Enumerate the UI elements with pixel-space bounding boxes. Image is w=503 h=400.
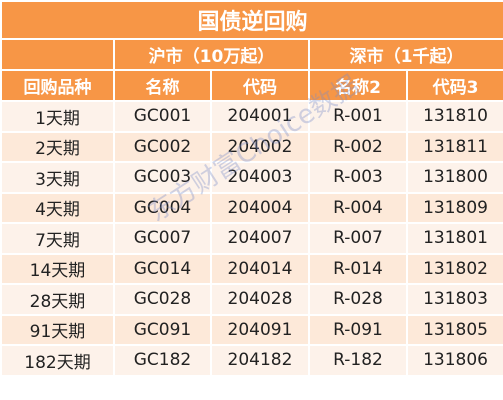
cell: R-028 xyxy=(308,283,408,316)
cell: 131802 xyxy=(405,252,503,285)
title: 国债逆回购 xyxy=(0,0,503,40)
group-blank xyxy=(0,38,115,71)
column-header: 代码3 xyxy=(405,69,503,102)
data-row: 3天期 GC003 204003 R-003 131800 xyxy=(0,161,503,194)
cell: 204091 xyxy=(210,313,310,346)
group-header: 沪市（10万起） xyxy=(113,38,310,71)
cell: 131801 xyxy=(405,222,503,255)
cell: 182天期 xyxy=(0,344,115,377)
cell: GC014 xyxy=(113,252,212,285)
cell: 7天期 xyxy=(0,222,115,255)
cell: R-003 xyxy=(308,161,408,194)
data-row: 7天期 GC007 204007 R-007 131801 xyxy=(0,222,503,255)
cell: R-091 xyxy=(308,313,408,346)
cell: 204004 xyxy=(210,191,310,224)
cell: 28天期 xyxy=(0,283,115,316)
table-body: 国债逆回购 沪市（10万起） 深市（1千起） 回购品种 名称 代码 名称2 代码3 1天… xyxy=(0,0,503,377)
column-header: 代码 xyxy=(210,69,310,102)
cell: GC007 xyxy=(113,222,212,255)
cell: 91天期 xyxy=(0,313,115,346)
cell: 204001 xyxy=(210,100,310,133)
column-header: 名称 xyxy=(113,69,212,102)
data-row: 4天期 GC004 204004 R-004 131809 xyxy=(0,191,503,224)
data-row: 91天期 GC091 204091 R-091 131805 xyxy=(0,313,503,346)
data-row: 1天期 GC001 204001 R-001 131810 xyxy=(0,100,503,133)
cell: GC182 xyxy=(113,344,212,377)
cell: R-001 xyxy=(308,100,408,133)
title-row: 国债逆回购 xyxy=(0,0,503,40)
cell: 204182 xyxy=(210,344,310,377)
cell: R-014 xyxy=(308,252,408,285)
cell: GC028 xyxy=(113,283,212,316)
column-header: 回购品种 xyxy=(0,69,115,102)
cell: GC091 xyxy=(113,313,212,346)
cell: 131810 xyxy=(405,100,503,133)
cell: 2天期 xyxy=(0,130,115,163)
column-row: 回购品种 名称 代码 名称2 代码3 xyxy=(0,69,503,102)
cell: 131805 xyxy=(405,313,503,346)
cell: 1天期 xyxy=(0,100,115,133)
cell: 4天期 xyxy=(0,191,115,224)
cell: 131811 xyxy=(405,130,503,163)
cell: 131803 xyxy=(405,283,503,316)
cell: 204014 xyxy=(210,252,310,285)
cell: 131806 xyxy=(405,344,503,377)
cell: 204003 xyxy=(210,161,310,194)
data-row: 182天期 GC182 204182 R-182 131806 xyxy=(0,344,503,377)
cell: 3天期 xyxy=(0,161,115,194)
cell: 204028 xyxy=(210,283,310,316)
cell: 14天期 xyxy=(0,252,115,285)
data-row: 28天期 GC028 204028 R-028 131803 xyxy=(0,283,503,316)
cell: R-182 xyxy=(308,344,408,377)
cell: R-002 xyxy=(308,130,408,163)
cell: 204002 xyxy=(210,130,310,163)
cell: R-004 xyxy=(308,191,408,224)
cell: GC002 xyxy=(113,130,212,163)
column-header: 名称2 xyxy=(308,69,408,102)
data-row: 2天期 GC002 204002 R-002 131811 xyxy=(0,130,503,163)
group-row: 沪市（10万起） 深市（1千起） xyxy=(0,38,503,71)
cell: 204007 xyxy=(210,222,310,255)
data-row: 14天期 GC014 204014 R-014 131802 xyxy=(0,252,503,285)
cell: 131800 xyxy=(405,161,503,194)
group-header: 深市（1千起） xyxy=(307,38,503,71)
cell: GC004 xyxy=(113,191,212,224)
repo-table: 国债逆回购 沪市（10万起） 深市（1千起） 回购品种 名称 代码 名称2 代码3 1天… xyxy=(0,0,503,377)
cell: 131809 xyxy=(405,191,503,224)
cell: GC003 xyxy=(113,161,212,194)
cell: GC001 xyxy=(113,100,212,133)
cell: R-007 xyxy=(308,222,408,255)
